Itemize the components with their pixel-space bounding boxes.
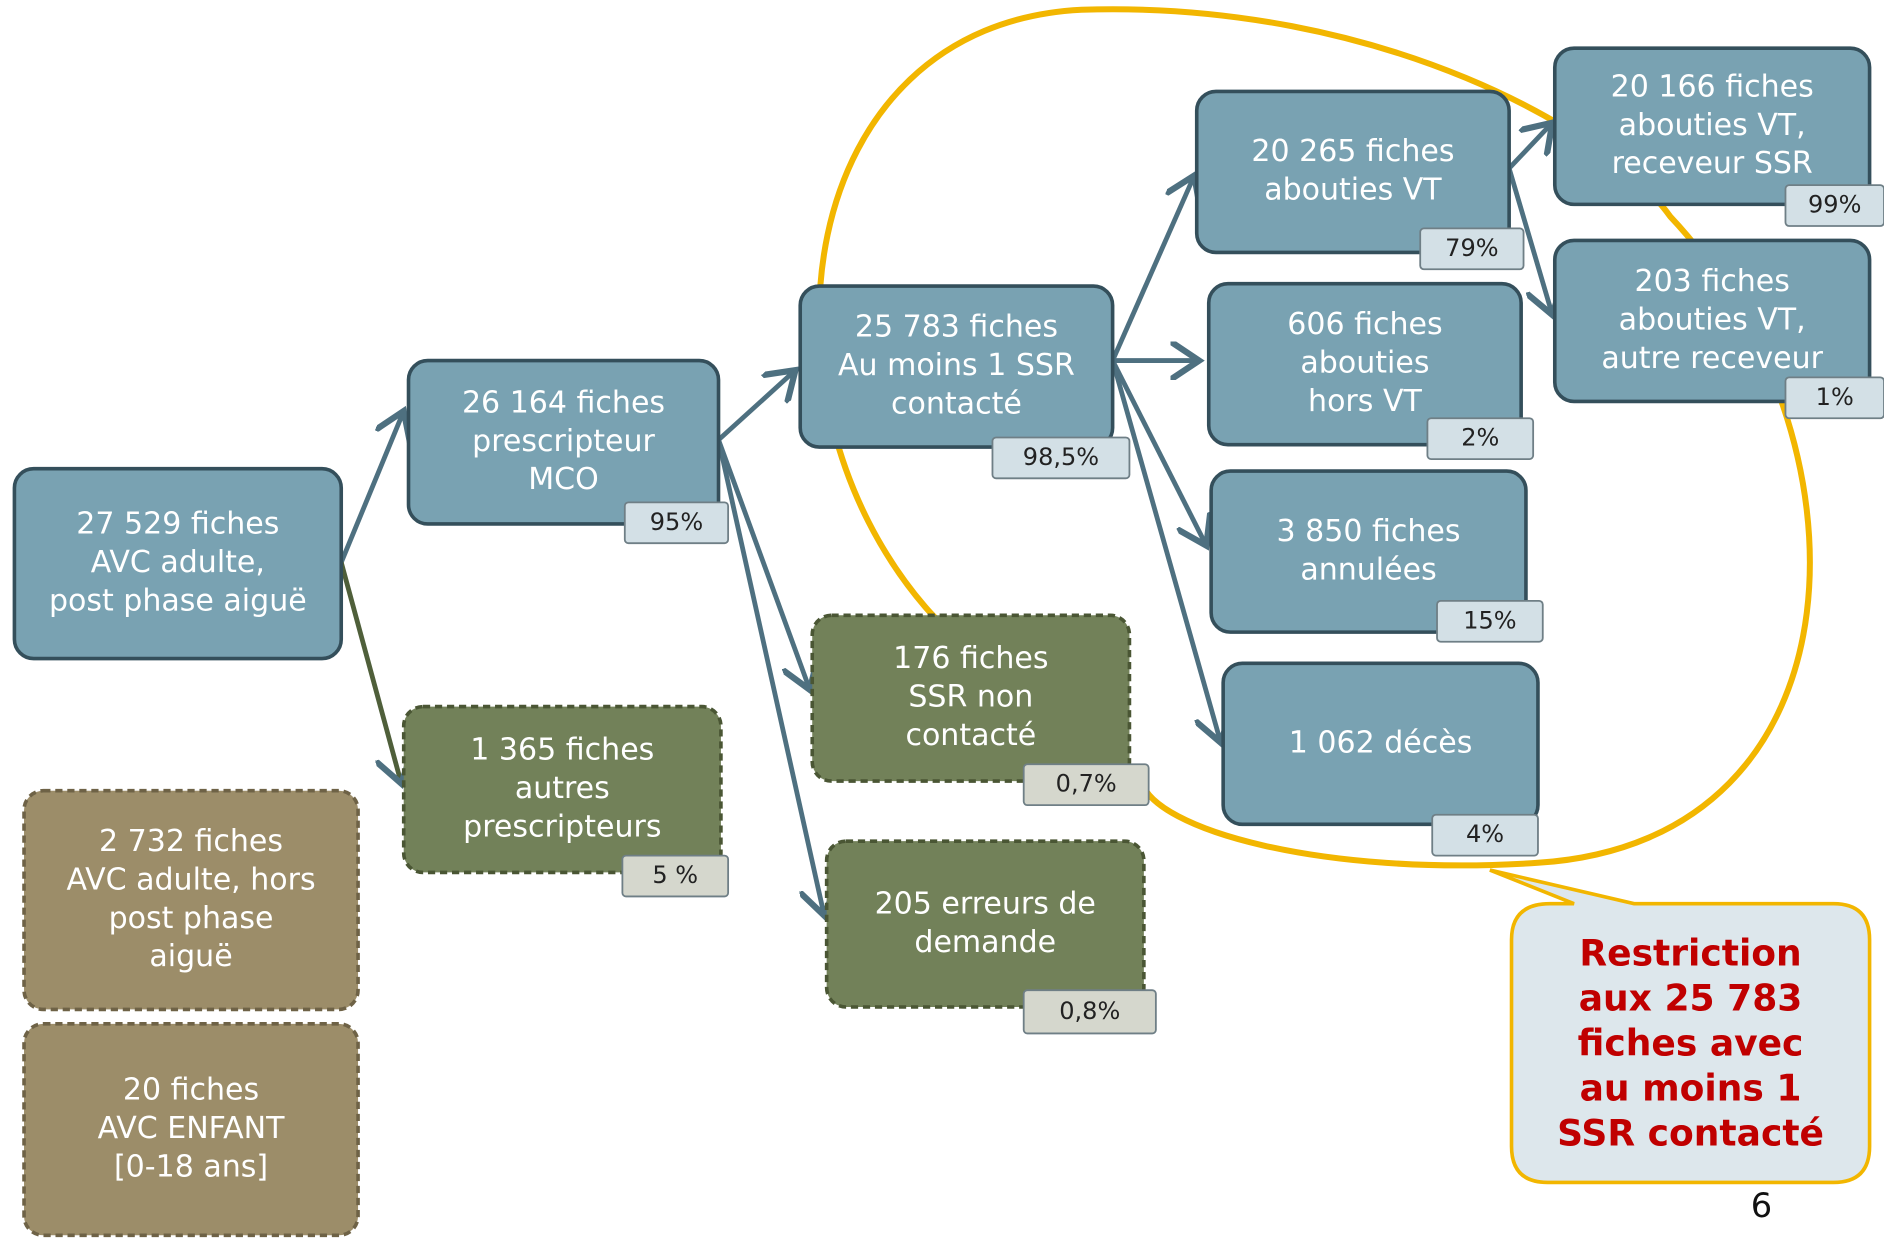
percent-label: 0,7% (1056, 770, 1117, 798)
percent-box (991, 436, 1131, 480)
percent-label: 2% (1461, 424, 1499, 452)
percent-box (1022, 989, 1157, 1035)
node-label: hors VT (1308, 384, 1422, 419)
percent-box (1419, 227, 1525, 271)
percent-box (1784, 184, 1884, 227)
node-box (406, 358, 721, 526)
callout-text: fiches avec (1578, 1023, 1804, 1064)
node-label: 20 265 fiches (1251, 134, 1454, 169)
node-label: demande (914, 925, 1056, 960)
node: 205 erreurs de demande 0,8% (824, 839, 1157, 1035)
node-label: Au moins 1 SSR (838, 348, 1075, 383)
percent-label: 99% (1808, 191, 1861, 219)
node-label: [0-18 ans] (114, 1149, 268, 1184)
node-label: annulées (1300, 552, 1436, 587)
node-box (1552, 238, 1872, 404)
node-label: abouties (1300, 346, 1429, 381)
percent-box (1426, 417, 1535, 460)
percent-box (1784, 376, 1884, 420)
node-box (1209, 469, 1528, 634)
node-label: 203 fiches (1634, 264, 1789, 299)
percent-box (1436, 599, 1544, 643)
percent-label: 98,5% (1023, 443, 1099, 471)
node-box (824, 839, 1146, 1009)
node-box (1552, 46, 1872, 207)
node-label: prescripteurs (463, 809, 661, 844)
node-label: 25 783 fiches (855, 310, 1058, 345)
node-box (22, 1022, 360, 1238)
percent-label: 15% (1463, 606, 1516, 634)
node-label: AVC ENFANT (98, 1111, 286, 1146)
percent-box (1022, 763, 1150, 807)
node-label: AVC adulte, hors (66, 862, 315, 897)
node: 20 166 fiches abouties VT,receveur SSR 99% (1552, 46, 1884, 227)
node-box (810, 613, 1132, 783)
node-label: abouties VT, (1619, 108, 1806, 143)
page-number: 6 (1751, 1186, 1772, 1225)
node-label: autres (515, 771, 610, 806)
node-label: contacté (905, 718, 1036, 753)
callout-text: aux 25 783 (1579, 978, 1803, 1019)
node-label: AVC adulte, (91, 545, 265, 580)
node-label: post phase (109, 901, 274, 936)
node-box (798, 284, 1115, 449)
node-box (12, 466, 344, 661)
node-label: 2 732 fiches (99, 824, 283, 859)
node-label: abouties VT, (1619, 302, 1806, 337)
node-label: abouties VT (1264, 173, 1442, 208)
node-label: post phase aiguë (49, 584, 307, 619)
node-label: 606 fiches (1287, 307, 1442, 342)
percent-label: 4% (1466, 820, 1504, 848)
node-box (1206, 281, 1523, 447)
percent-label: 0,8% (1059, 997, 1120, 1025)
node-label: autre receveur (1601, 341, 1823, 376)
callout-text: au moins 1 (1580, 1069, 1802, 1110)
node-label: 27 529 fiches (76, 507, 279, 542)
node-box (1194, 89, 1511, 255)
callout-text: SSR contacté (1557, 1114, 1824, 1155)
percent-label: 5 % (652, 861, 698, 889)
arrows (338, 123, 1552, 916)
node-label: 176 fiches (893, 641, 1048, 676)
callout-box (1489, 868, 1872, 1185)
node-label: 1 062 décès (1289, 725, 1473, 760)
node-label: MCO (528, 462, 598, 497)
node-label: 20 166 fiches (1611, 69, 1814, 104)
node-label: 1 365 fiches (470, 733, 654, 768)
node-label: prescripteur (472, 424, 655, 459)
percent-label: 95% (650, 508, 703, 536)
node-label: contacté (891, 387, 1022, 422)
node-box (1221, 661, 1540, 827)
node-label: aiguë (149, 939, 232, 974)
node-label: 205 erreurs de (875, 886, 1096, 921)
callout-text: Restriction (1579, 933, 1801, 974)
node-label: SSR non (908, 680, 1033, 715)
node-box (22, 788, 360, 1012)
node-box (401, 704, 723, 875)
percent-label: 1% (1816, 383, 1854, 411)
percent-box (1431, 813, 1539, 857)
percent-label: 79% (1445, 234, 1498, 262)
node-label: receveur SSR (1612, 146, 1813, 181)
percent-box (623, 501, 730, 545)
node-label: 26 164 fiches (462, 385, 665, 420)
node: 1 062 décès 4% (1221, 661, 1540, 857)
node-label: 3 850 fiches (1277, 514, 1461, 549)
percent-box (621, 854, 730, 898)
node-label: 20 fiches (123, 1073, 259, 1108)
